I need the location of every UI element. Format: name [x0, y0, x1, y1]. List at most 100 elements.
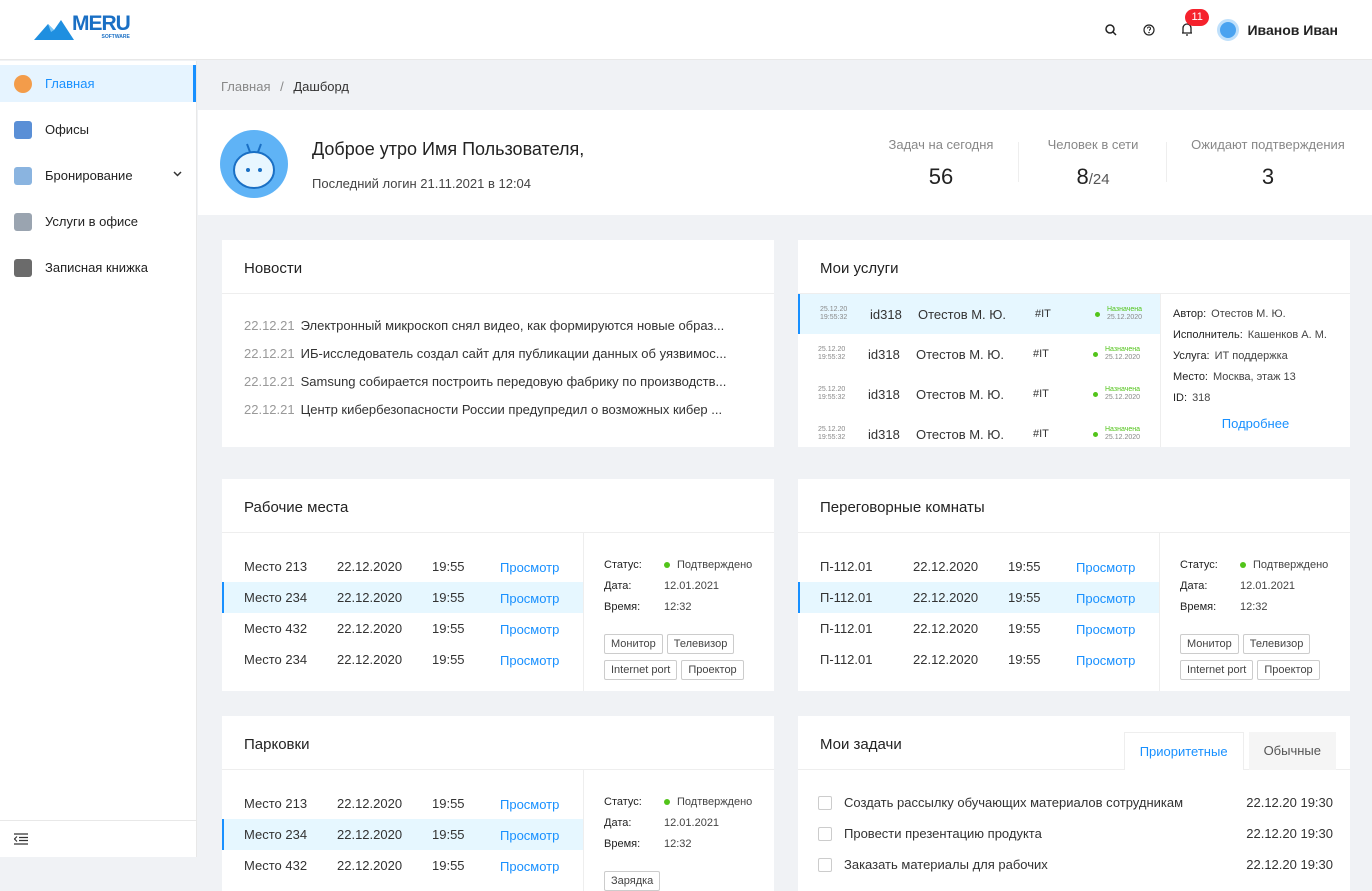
view-link[interactable]: Просмотр [500, 859, 560, 874]
status-text: Назначена [1105, 386, 1140, 393]
tag-chip: Телевизор [1242, 634, 1311, 654]
time: 19:55 [432, 796, 465, 811]
tags: Монитор Телевизор Internet port Проектор [1180, 634, 1340, 686]
time: 19:55 [1008, 559, 1041, 574]
date: 22.12.2020 [337, 652, 403, 667]
logo-text: MERU [72, 12, 131, 35]
detail-field: Дата: 12.01.2021 [1180, 576, 1350, 597]
detail-value: 12.01.2021 [1240, 580, 1296, 592]
booking-details: Статус: Подтверждено Дата: 12.01.2021 Время:… [583, 533, 774, 691]
nav-item[interactable]: Услуги в офисе [0, 203, 196, 240]
booking-row[interactable]: Место 432 22.12.2020 19:55 Просмотр [222, 613, 583, 644]
service-datetime: 25.12.20 19:55:32 [818, 386, 845, 402]
detail-label: ID: [1173, 392, 1188, 404]
view-link[interactable]: Просмотр [500, 797, 560, 812]
nav-label: Офисы [45, 122, 89, 137]
collapse-icon[interactable] [14, 833, 28, 845]
view-link[interactable]: Просмотр [500, 622, 560, 637]
tasks-card: Мои задачи Приоритетные Обычные Создать рас… [798, 716, 1350, 891]
news-item[interactable]: 22.12.21 Центр кибербезопасности России п… [244, 396, 752, 424]
task-checkbox[interactable] [818, 857, 832, 872]
view-link[interactable]: Просмотр [500, 653, 560, 668]
detail-label: Место: [1173, 371, 1208, 383]
logo[interactable]: MERU SOFTWARE [34, 12, 131, 40]
booking-row[interactable]: Место 213 22.12.2020 19:55 Просмотр [222, 788, 583, 819]
service-status: Назначена 25.12.2020 [1105, 346, 1140, 362]
view-link[interactable]: Просмотр [1076, 653, 1136, 668]
booking-row[interactable]: П-112.01 22.12.2020 19:55 Просмотр [798, 582, 1159, 613]
search-icon[interactable] [1103, 22, 1119, 38]
booking-row[interactable]: Место 234 22.12.2020 19:55 Просмотр [222, 819, 583, 850]
view-link[interactable]: Просмотр [500, 828, 560, 843]
place: Место 213 [244, 796, 308, 811]
service-date: 25.12.20 [818, 426, 846, 433]
place: П-112.01 [820, 652, 873, 667]
task-row: Создать рассылку обучающих материалов со… [798, 787, 1350, 818]
booking-row[interactable]: Место 234 22.12.2020 19:55 Просмотр [222, 582, 583, 613]
crumb-link[interactable]: Главная [221, 79, 271, 94]
stat-number: 56 [928, 164, 954, 189]
tab[interactable]: Обычные [1248, 732, 1336, 770]
detail-field: Место: Москва, этаж 13 [1173, 367, 1350, 388]
service-row[interactable]: 25.12.20 19:55:32 id318 Отестов М. Ю. #IT Наз… [798, 334, 1160, 374]
view-link[interactable]: Просмотр [1076, 560, 1136, 575]
time: 19:55 [432, 621, 465, 636]
stat-value: 8/24 [1038, 164, 1148, 190]
service-date: 25.12.20 [820, 306, 848, 313]
news-text: Центр кибербезопасности России предупред… [300, 402, 723, 417]
news-list: 22.12.21 Электронный микроскоп снял видео… [222, 294, 774, 424]
nav-label: Записная книжка [45, 260, 148, 275]
nav-item[interactable]: Главная [0, 65, 196, 102]
help-icon[interactable] [1141, 22, 1157, 38]
booking-details: Статус: Подтверждено Дата: 12.01.2021 Время:… [1159, 533, 1350, 691]
task-checkbox[interactable] [818, 795, 832, 810]
service-datetime: 25.12.20 19:55:32 [820, 306, 847, 322]
stat-label: Задач на сегодня [888, 137, 994, 152]
nav-label: Главная [45, 76, 95, 91]
booking-row[interactable]: Место 234 22.12.2020 19:55 Просмотр [222, 644, 583, 675]
date: 22.12.2020 [337, 796, 403, 811]
place: Место 432 [244, 621, 308, 636]
task-date: 22.12.20 19:30 [1246, 857, 1333, 872]
booking-row[interactable]: Место 213 22.12.2020 19:55 Просмотр [222, 551, 583, 582]
card-header: Новости [222, 240, 774, 294]
service-id: id318 [868, 346, 900, 362]
service-row[interactable]: 25.12.20 19:55:32 id318 Отестов М. Ю. #IT Наз… [798, 374, 1160, 414]
news-item[interactable]: 22.12.21 ИБ-исследователь создал сайт для… [244, 340, 752, 368]
detail-value: 12.01.2021 [664, 817, 720, 829]
detail-label: Статус: [1180, 559, 1218, 571]
view-link[interactable]: Просмотр [1076, 622, 1136, 637]
view-link[interactable]: Просмотр [1076, 591, 1136, 606]
booking-row[interactable]: П-112.01 22.12.2020 19:55 Просмотр [798, 644, 1159, 675]
greeting-panel: Доброе утро Имя Пользователя, Последний … [198, 110, 1372, 215]
status-text: Назначена [1105, 346, 1140, 353]
details-link[interactable]: Подробнее [1221, 416, 1290, 431]
user-menu[interactable]: Иванов Иван [1217, 19, 1338, 41]
nav-label: Бронирование [45, 168, 133, 183]
tag-chip: Монитор [604, 634, 663, 654]
status-dot [1093, 391, 1098, 397]
task-checkbox[interactable] [818, 826, 832, 841]
service-status: Назначена 25.12.2020 [1107, 306, 1142, 322]
news-item[interactable]: 22.12.21 Samsung собирается построить пер… [244, 368, 752, 396]
service-row[interactable]: 25.12.20 19:55:32 id318 Отестов М. Ю. #IT Наз… [798, 414, 1160, 447]
booking-row[interactable]: Место 432 22.12.2020 19:55 Просмотр [222, 850, 583, 881]
view-link[interactable]: Просмотр [500, 591, 560, 606]
view-link[interactable]: Просмотр [500, 560, 560, 575]
notifications[interactable]: 11 [1179, 8, 1209, 40]
nav-item[interactable]: Бронирование [0, 157, 196, 194]
service-row[interactable]: 25.12.20 19:55:32 id318 Отестов М. Ю. #IT Наз… [798, 294, 1160, 334]
news-item[interactable]: 22.12.21 Электронный микроскоп снял видео… [244, 312, 752, 340]
tab[interactable]: Приоритетные [1123, 732, 1244, 770]
detail-value: 318 [1192, 392, 1211, 404]
parking-card: Парковки Место 213 22.12.2020 19:55 Просмотр… [222, 716, 774, 891]
detail-value: 12.01.2021 [664, 580, 720, 592]
detail-field: Услуга: ИТ поддержка [1173, 346, 1350, 367]
card-header: Мои задачи Приоритетные Обычные [798, 716, 1350, 770]
detail-field: Статус: Подтверждено [604, 555, 774, 576]
time: 19:55 [432, 559, 465, 574]
booking-row[interactable]: П-112.01 22.12.2020 19:55 Просмотр [798, 551, 1159, 582]
nav-item[interactable]: Офисы [0, 111, 196, 148]
nav-item[interactable]: Записная книжка [0, 249, 196, 286]
booking-row[interactable]: П-112.01 22.12.2020 19:55 Просмотр [798, 613, 1159, 644]
